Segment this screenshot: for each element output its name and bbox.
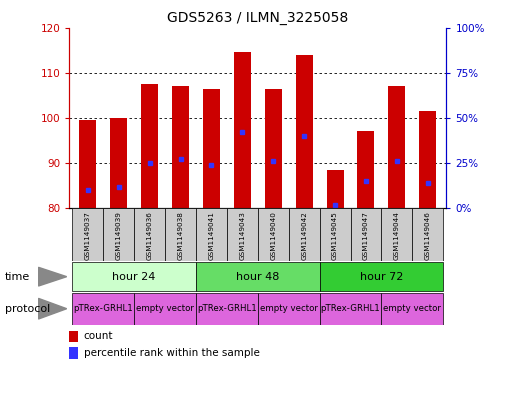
Text: empty vector: empty vector xyxy=(383,304,441,313)
Bar xyxy=(388,86,405,208)
Title: GDS5263 / ILMN_3225058: GDS5263 / ILMN_3225058 xyxy=(167,11,348,25)
Text: percentile rank within the sample: percentile rank within the sample xyxy=(84,348,260,358)
Text: GSM1149039: GSM1149039 xyxy=(116,211,122,260)
Bar xyxy=(381,208,412,261)
Text: hour 72: hour 72 xyxy=(360,272,403,282)
Text: protocol: protocol xyxy=(5,304,50,314)
Bar xyxy=(165,208,196,261)
Bar xyxy=(134,293,196,325)
Text: GSM1149036: GSM1149036 xyxy=(147,211,152,260)
Text: GSM1149037: GSM1149037 xyxy=(85,211,91,260)
Text: GSM1149038: GSM1149038 xyxy=(177,211,184,260)
Bar xyxy=(358,131,374,208)
Text: hour 24: hour 24 xyxy=(112,272,156,282)
Text: pTRex-GRHL1: pTRex-GRHL1 xyxy=(321,304,380,313)
Bar xyxy=(295,55,312,208)
Bar xyxy=(72,262,196,291)
Bar xyxy=(72,293,134,325)
Bar xyxy=(419,111,436,208)
Bar xyxy=(69,331,77,342)
Bar xyxy=(320,293,381,325)
Text: GSM1149042: GSM1149042 xyxy=(301,211,307,260)
Polygon shape xyxy=(38,267,67,286)
Text: GSM1149047: GSM1149047 xyxy=(363,211,369,260)
Text: GSM1149045: GSM1149045 xyxy=(332,211,338,260)
Bar xyxy=(196,293,258,325)
Text: count: count xyxy=(84,331,113,342)
Bar xyxy=(196,262,320,291)
Bar xyxy=(172,86,189,208)
Bar xyxy=(80,120,96,208)
Text: GSM1149043: GSM1149043 xyxy=(240,211,245,260)
Bar xyxy=(72,208,103,261)
Text: pTRex-GRHL1: pTRex-GRHL1 xyxy=(197,304,256,313)
Bar xyxy=(265,88,282,208)
Bar xyxy=(134,208,165,261)
Text: hour 48: hour 48 xyxy=(236,272,280,282)
Bar xyxy=(412,208,443,261)
Text: GSM1149046: GSM1149046 xyxy=(425,211,431,260)
Bar xyxy=(289,208,320,261)
Text: GSM1149041: GSM1149041 xyxy=(208,211,214,260)
Bar xyxy=(227,208,258,261)
Bar xyxy=(141,84,158,208)
Text: empty vector: empty vector xyxy=(260,304,318,313)
Text: GSM1149044: GSM1149044 xyxy=(394,211,400,260)
Bar xyxy=(350,208,381,261)
Text: pTRex-GRHL1: pTRex-GRHL1 xyxy=(73,304,133,313)
Bar xyxy=(203,88,220,208)
Bar xyxy=(381,293,443,325)
Bar xyxy=(320,208,350,261)
Bar xyxy=(258,208,289,261)
Polygon shape xyxy=(38,298,67,319)
Text: empty vector: empty vector xyxy=(136,304,194,313)
Bar xyxy=(234,52,251,208)
Bar xyxy=(103,208,134,261)
Bar xyxy=(258,293,320,325)
Bar xyxy=(69,347,77,359)
Text: GSM1149040: GSM1149040 xyxy=(270,211,276,260)
Bar xyxy=(320,262,443,291)
Text: time: time xyxy=(5,272,30,282)
Bar xyxy=(327,170,344,208)
Bar xyxy=(110,118,127,208)
Bar xyxy=(196,208,227,261)
